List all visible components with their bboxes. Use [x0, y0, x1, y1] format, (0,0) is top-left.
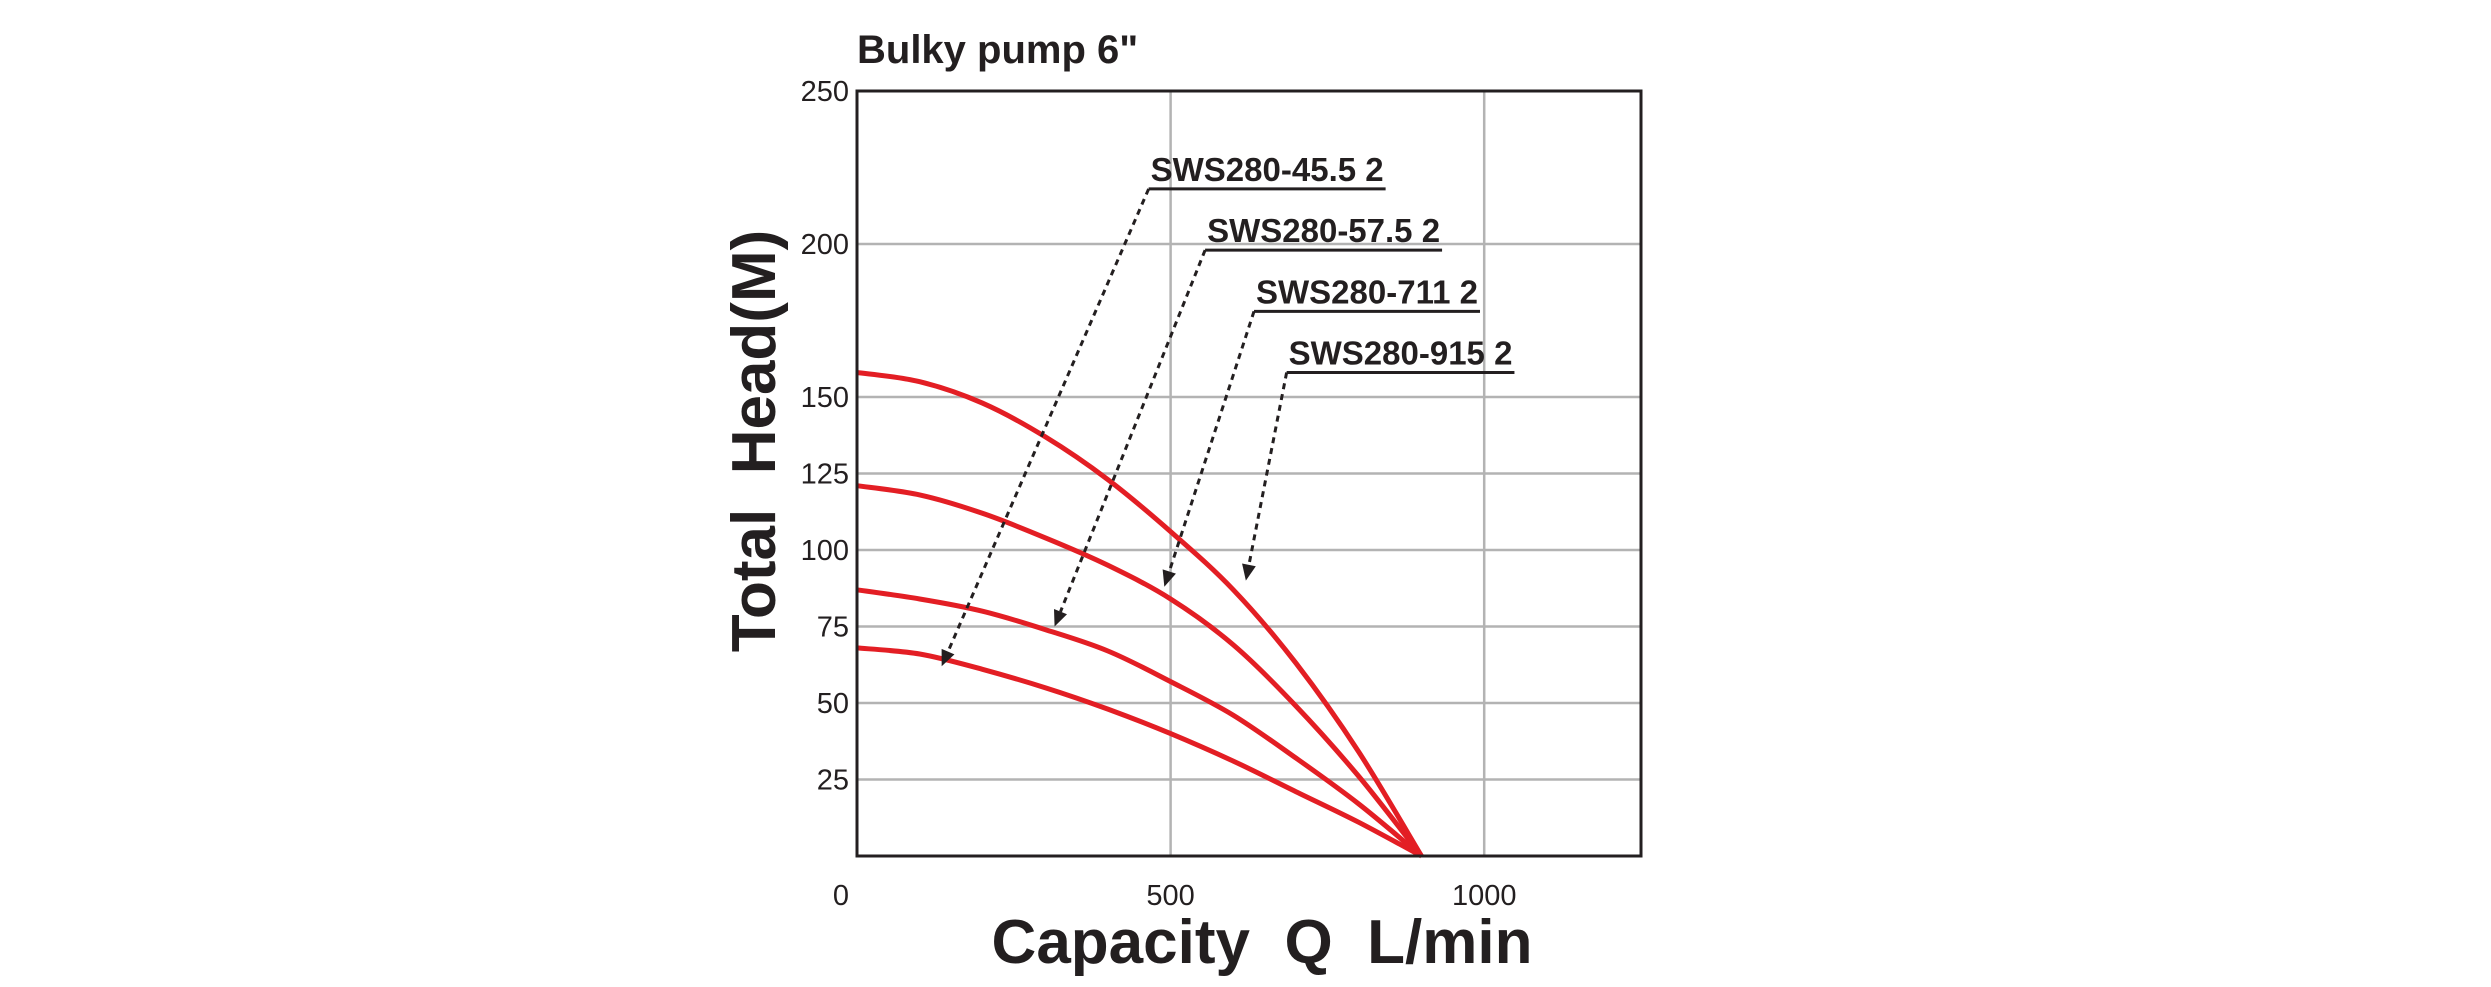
- series-label-3: SWS280-711 2: [1256, 273, 1478, 310]
- arrow-line-1: [946, 188, 1151, 653]
- y-tick-label: 50: [817, 688, 849, 720]
- arrow-head-2: [1054, 609, 1068, 627]
- grid: [857, 89, 1641, 856]
- x-tick-label: 1000: [1452, 880, 1517, 912]
- tick-labels: 25 50 75 100 125 150 200 250 0 500 1000: [801, 76, 1517, 912]
- label-arrows: [941, 188, 1289, 667]
- y-tick-label: 75: [817, 612, 849, 644]
- arrow-line-2: [1059, 249, 1207, 613]
- y-tick-label: 25: [817, 765, 849, 797]
- series-label-1: SWS280-45.5 2: [1151, 151, 1384, 188]
- chart-title: Bulky pump 6": [857, 28, 1138, 72]
- arrow-line-3: [1167, 310, 1256, 572]
- arrow-head-1: [941, 648, 955, 667]
- series-label-4: SWS280-915 2: [1289, 335, 1513, 372]
- y-tick-label: 200: [801, 229, 849, 261]
- y-axis-title: Total Head(M): [720, 230, 789, 653]
- x-tick-label: 500: [1146, 880, 1194, 912]
- arrow-line-4: [1247, 372, 1289, 566]
- x-axis-title: Capacity Q L/min: [992, 908, 1533, 977]
- series-label-2: SWS280-57.5 2: [1207, 212, 1440, 249]
- series-curve-1: [856, 645, 1423, 859]
- series-labels: SWS280-45.5 2 SWS280-57.5 2 SWS280-711 2 SW…: [1148, 151, 1515, 375]
- y-tick-label: 100: [801, 535, 849, 567]
- series-curve-3: [856, 483, 1424, 858]
- curves: [856, 370, 1424, 859]
- x-tick-label: 0: [833, 880, 849, 912]
- y-tick-label: 150: [801, 382, 849, 414]
- arrow-head-3: [1162, 569, 1176, 587]
- series-curve-2: [856, 587, 1424, 858]
- plot-frame: [855, 89, 1643, 858]
- series-curve-4: [856, 370, 1424, 858]
- y-tick-label: 250: [801, 76, 849, 108]
- arrow-head-4: [1242, 563, 1256, 581]
- y-tick-label: 125: [801, 459, 849, 491]
